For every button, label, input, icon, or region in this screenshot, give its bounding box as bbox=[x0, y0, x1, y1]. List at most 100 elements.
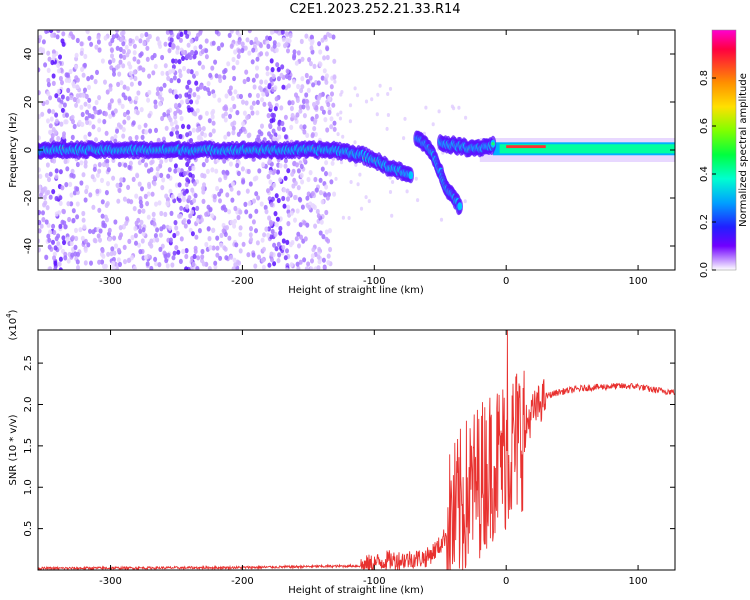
noise-speckle bbox=[332, 120, 337, 126]
noise-speckle bbox=[326, 101, 331, 108]
noise-speckle bbox=[262, 232, 267, 238]
noise-speckle bbox=[46, 118, 50, 124]
noise-speckle bbox=[110, 136, 115, 142]
noise-speckle bbox=[75, 77, 80, 83]
noise-speckle bbox=[245, 115, 250, 121]
noise-speckle bbox=[282, 203, 287, 209]
noise-speckle bbox=[135, 173, 140, 179]
noise-speckle bbox=[109, 251, 114, 257]
noise-speckle bbox=[215, 185, 220, 192]
noise-speckle bbox=[157, 94, 162, 100]
noise-speckle bbox=[317, 41, 322, 47]
noise-speckle bbox=[191, 165, 196, 171]
noise-speckle bbox=[185, 98, 190, 104]
noise-speckle bbox=[235, 162, 240, 169]
noise-speckle bbox=[385, 126, 389, 131]
noise-speckle bbox=[51, 49, 56, 55]
noise-speckle bbox=[290, 100, 295, 106]
noise-speckle bbox=[269, 202, 274, 208]
noise-speckle bbox=[198, 115, 203, 121]
noise-speckle bbox=[116, 81, 121, 87]
noise-speckle bbox=[145, 37, 150, 43]
noise-speckle bbox=[302, 129, 307, 135]
noise-speckle bbox=[175, 49, 180, 55]
noise-speckle bbox=[324, 79, 329, 85]
noise-speckle bbox=[206, 87, 210, 93]
noise-speckle bbox=[302, 257, 307, 263]
noise-speckle bbox=[100, 58, 105, 64]
y-tick-label: 0 bbox=[23, 147, 34, 153]
noise-speckle bbox=[340, 90, 344, 94]
noise-speckle bbox=[142, 40, 147, 47]
noise-speckle bbox=[285, 68, 290, 74]
colorbar-tick-label: 0.2 bbox=[699, 214, 710, 230]
noise-speckle bbox=[284, 41, 289, 47]
noise-speckle bbox=[179, 31, 184, 37]
noise-speckle bbox=[227, 209, 232, 215]
noise-speckle bbox=[237, 48, 242, 55]
noise-speckle bbox=[105, 217, 109, 223]
noise-speckle bbox=[147, 89, 152, 96]
noise-speckle bbox=[355, 93, 360, 98]
x-tick-label: -200 bbox=[231, 276, 254, 287]
noise-speckle bbox=[74, 64, 79, 70]
noise-speckle bbox=[223, 246, 228, 252]
noise-speckle bbox=[195, 86, 200, 92]
noise-speckle bbox=[265, 35, 270, 41]
noise-speckle bbox=[171, 64, 176, 70]
noise-speckle bbox=[226, 61, 231, 67]
noise-speckle bbox=[111, 67, 116, 73]
noise-speckle bbox=[121, 63, 126, 69]
noise-speckle bbox=[258, 85, 263, 91]
noise-speckle bbox=[229, 107, 234, 113]
noise-speckle bbox=[178, 37, 183, 43]
noise-speckle bbox=[166, 173, 171, 179]
upper-track-peak bbox=[506, 145, 546, 149]
noise-speckle bbox=[86, 76, 91, 82]
noise-speckle bbox=[230, 121, 235, 127]
noise-speckle bbox=[192, 253, 197, 260]
noise-speckle bbox=[266, 113, 271, 119]
noise-speckle bbox=[318, 190, 323, 196]
noise-speckle bbox=[38, 173, 43, 179]
noise-speckle bbox=[270, 257, 274, 263]
noise-speckle bbox=[339, 160, 344, 165]
noise-speckle bbox=[68, 68, 73, 75]
noise-speckle bbox=[263, 204, 268, 211]
noise-speckle bbox=[275, 216, 280, 222]
noise-speckle bbox=[84, 93, 89, 99]
noise-speckle bbox=[44, 190, 49, 196]
noise-speckle bbox=[113, 134, 118, 140]
noise-speckle bbox=[268, 179, 273, 185]
noise-speckle bbox=[81, 172, 86, 178]
noise-speckle bbox=[273, 85, 278, 91]
noise-speckle bbox=[242, 78, 247, 85]
noise-speckle bbox=[204, 48, 209, 54]
noise-speckle bbox=[334, 176, 338, 181]
noise-speckle bbox=[41, 210, 45, 216]
snr-x-label: Height of straight line (km) bbox=[288, 585, 424, 596]
noise-speckle bbox=[277, 121, 282, 127]
noise-speckle bbox=[127, 164, 132, 170]
noise-speckle bbox=[62, 220, 67, 226]
colorbar-frame bbox=[711, 29, 737, 271]
noise-speckle bbox=[85, 184, 89, 190]
noise-speckle bbox=[83, 62, 87, 68]
noise-speckle bbox=[437, 109, 441, 114]
noise-speckle bbox=[204, 157, 209, 163]
noise-speckle bbox=[268, 219, 273, 225]
noise-speckle bbox=[295, 112, 300, 118]
x-tick-label: -100 bbox=[363, 576, 386, 587]
noise-speckle bbox=[97, 207, 102, 213]
y-tick-label: 40 bbox=[23, 48, 34, 61]
noise-speckle bbox=[282, 187, 287, 193]
noise-speckle bbox=[195, 108, 200, 114]
noise-speckle bbox=[91, 124, 96, 130]
noise-speckle bbox=[176, 249, 181, 255]
noise-speckle bbox=[194, 70, 199, 77]
noise-speckle bbox=[71, 119, 75, 125]
noise-speckle bbox=[76, 265, 80, 270]
noise-speckle bbox=[320, 199, 325, 205]
noise-speckle bbox=[128, 160, 133, 166]
colorbar: 0.0 0.2 0.4 0.6 0.8 Normalized spectral ampl… bbox=[699, 29, 749, 278]
